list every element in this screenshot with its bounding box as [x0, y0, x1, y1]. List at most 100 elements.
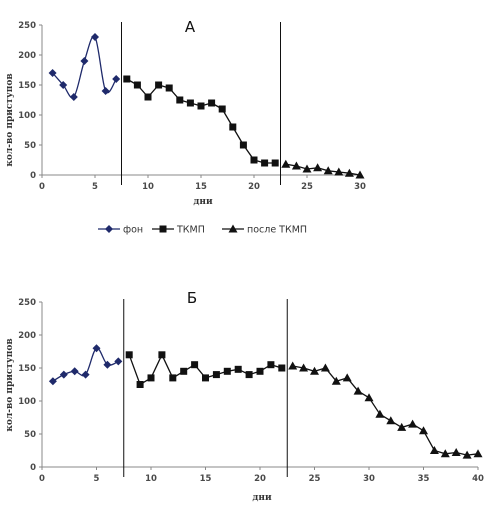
- x-axis-label: дни: [252, 493, 272, 503]
- data-point-diamond: [101, 87, 110, 95]
- x-tick-label: 0: [39, 182, 45, 192]
- data-point-square: [267, 361, 275, 369]
- data-point-triangle: [342, 373, 352, 382]
- legend-item-tkmp: ТКМП: [152, 225, 205, 236]
- data-point-diamond: [81, 370, 90, 379]
- data-point-triangle: [473, 449, 483, 458]
- data-point-square: [256, 367, 264, 375]
- data-point-square: [261, 159, 269, 167]
- data-point-diamond: [69, 93, 78, 101]
- data-point-triangle: [440, 449, 450, 458]
- x-tick-label: 40: [472, 474, 484, 484]
- y-tick-label: 250: [18, 298, 36, 308]
- y-tick-label: 50: [24, 430, 36, 440]
- x-tick-label: 10: [145, 474, 157, 484]
- data-point-square: [144, 93, 152, 101]
- legend-item-after: после ТКМП: [222, 224, 307, 236]
- x-tick-label: 5: [94, 474, 100, 484]
- data-point-square: [245, 371, 253, 379]
- data-point-square: [155, 81, 163, 89]
- data-point-triangle: [353, 386, 363, 395]
- x-tick-label: 30: [363, 474, 375, 484]
- x-tick-label: 20: [248, 182, 260, 192]
- series-line-square: [126, 78, 276, 164]
- data-point-square: [212, 371, 220, 379]
- data-point-triangle: [299, 363, 309, 372]
- data-point-triangle: [408, 419, 418, 428]
- x-tick-label: 5: [92, 182, 98, 192]
- legend-marker-square: [159, 225, 167, 233]
- series-line-triangle: [292, 365, 479, 456]
- data-point-diamond: [48, 377, 57, 386]
- x-axis-label: дни: [193, 197, 213, 207]
- data-point-square: [223, 367, 231, 375]
- data-point-square: [147, 374, 155, 382]
- data-point-square: [278, 364, 286, 372]
- y-tick-label: 0: [30, 463, 36, 473]
- y-tick-label: 0: [30, 171, 36, 181]
- data-point-triangle: [344, 168, 354, 177]
- data-point-triangle: [375, 409, 385, 418]
- data-point-triangle: [323, 166, 333, 175]
- y-tick-label: 150: [18, 81, 36, 91]
- data-point-square: [218, 105, 226, 113]
- legend-marker-triangle: [228, 224, 238, 233]
- data-point-triangle: [320, 363, 330, 372]
- data-point-square: [158, 351, 166, 359]
- x-tick-label: 25: [309, 474, 321, 484]
- data-point-diamond: [114, 357, 123, 366]
- y-tick-label: 200: [18, 331, 36, 341]
- legend-marker-diamond: [105, 225, 113, 233]
- y-axis-label: кол-во приступов: [5, 73, 15, 166]
- x-tick-label: 10: [142, 182, 154, 192]
- data-point-diamond: [59, 370, 68, 379]
- data-point-square: [133, 81, 141, 89]
- data-point-square: [197, 102, 205, 110]
- data-point-diamond: [80, 57, 89, 65]
- data-point-square: [123, 75, 131, 83]
- legend: фон ТКМП после ТКМП: [98, 224, 307, 236]
- data-point-triangle: [397, 422, 407, 431]
- y-tick-label: 250: [18, 21, 36, 31]
- data-point-triangle: [302, 164, 312, 173]
- legend-label: после ТКМП: [247, 225, 307, 236]
- legend-label: ТКМП: [176, 225, 205, 236]
- data-point-diamond: [59, 81, 68, 89]
- data-point-square: [165, 84, 173, 92]
- data-point-triangle: [419, 426, 428, 435]
- data-point-triangle: [334, 167, 344, 176]
- data-point-triangle: [288, 361, 298, 370]
- data-point-square: [180, 367, 188, 375]
- data-point-diamond: [112, 75, 121, 83]
- data-point-triangle: [364, 393, 374, 402]
- data-point-diamond: [91, 33, 99, 41]
- x-tick-label: 20: [254, 474, 266, 484]
- data-point-square: [186, 99, 194, 107]
- data-point-square: [239, 141, 247, 149]
- y-tick-label: 50: [24, 141, 36, 151]
- y-tick-label: 100: [18, 397, 36, 407]
- x-tick-label: 0: [39, 474, 45, 484]
- x-tick-label: 35: [418, 474, 430, 484]
- data-point-square: [125, 351, 133, 359]
- data-point-square: [191, 361, 199, 369]
- data-point-triangle: [313, 163, 323, 172]
- data-point-diamond: [103, 360, 112, 369]
- data-point-square: [169, 374, 177, 382]
- data-point-diamond: [70, 367, 79, 376]
- legend-label: фон: [123, 225, 143, 236]
- data-point-triangle: [331, 376, 341, 385]
- data-point-square: [176, 96, 184, 104]
- data-point-triangle: [355, 170, 365, 179]
- data-point-triangle: [310, 366, 319, 375]
- data-point-triangle: [291, 161, 301, 170]
- y-tick-label: 200: [18, 51, 36, 61]
- data-point-square: [234, 365, 242, 373]
- data-point-square: [229, 123, 237, 131]
- data-point-triangle: [462, 450, 472, 459]
- data-point-triangle: [451, 447, 461, 456]
- data-point-diamond: [92, 344, 101, 353]
